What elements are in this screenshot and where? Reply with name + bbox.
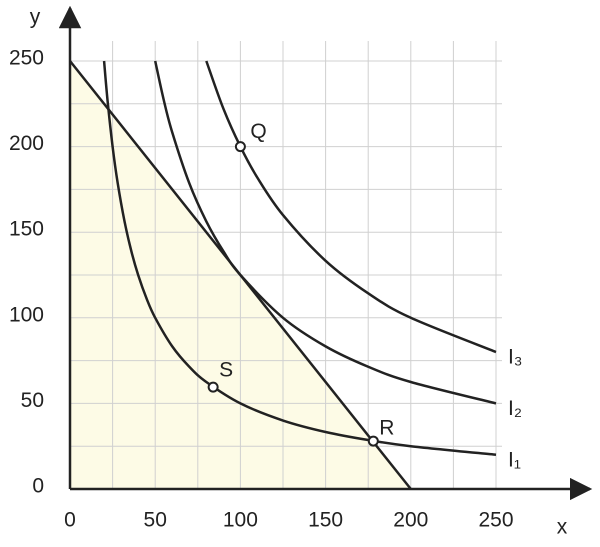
y-axis-label: y [30,6,41,29]
point [367,435,379,447]
legend-label: I₁ [508,448,521,471]
legend-label: I₂ [508,397,522,420]
y-tick-label: 0 [32,475,44,498]
x-tick-label: 150 [308,509,343,532]
x-tick-label: 50 [144,509,167,532]
indifference-curve [102,60,497,457]
point [234,141,246,153]
point [207,381,219,393]
point-label: Q [250,120,266,143]
x-tick-label: 200 [393,509,428,532]
point-label: R [379,417,394,440]
x-tick-label: 100 [223,509,258,532]
y-tick-label: 200 [9,132,44,155]
y-tick-label: 50 [21,389,44,412]
point-label: S [219,359,233,382]
legend-label: I₃ [508,346,522,369]
y-tick-label: 150 [9,218,44,241]
x-tick-label: 0 [64,509,76,532]
x-axis-label: x [557,516,568,539]
x-tick-label: 250 [478,509,513,532]
indifference-curve [153,60,497,405]
indifference-curve [205,60,497,354]
plot: 0 50 100 150 200 250 0 50 100 150 200 250 I₁ I₂ I₃ Q S R [9,5,593,532]
y-tick-label: 250 [9,47,44,70]
y-tick-label: 100 [9,303,44,326]
